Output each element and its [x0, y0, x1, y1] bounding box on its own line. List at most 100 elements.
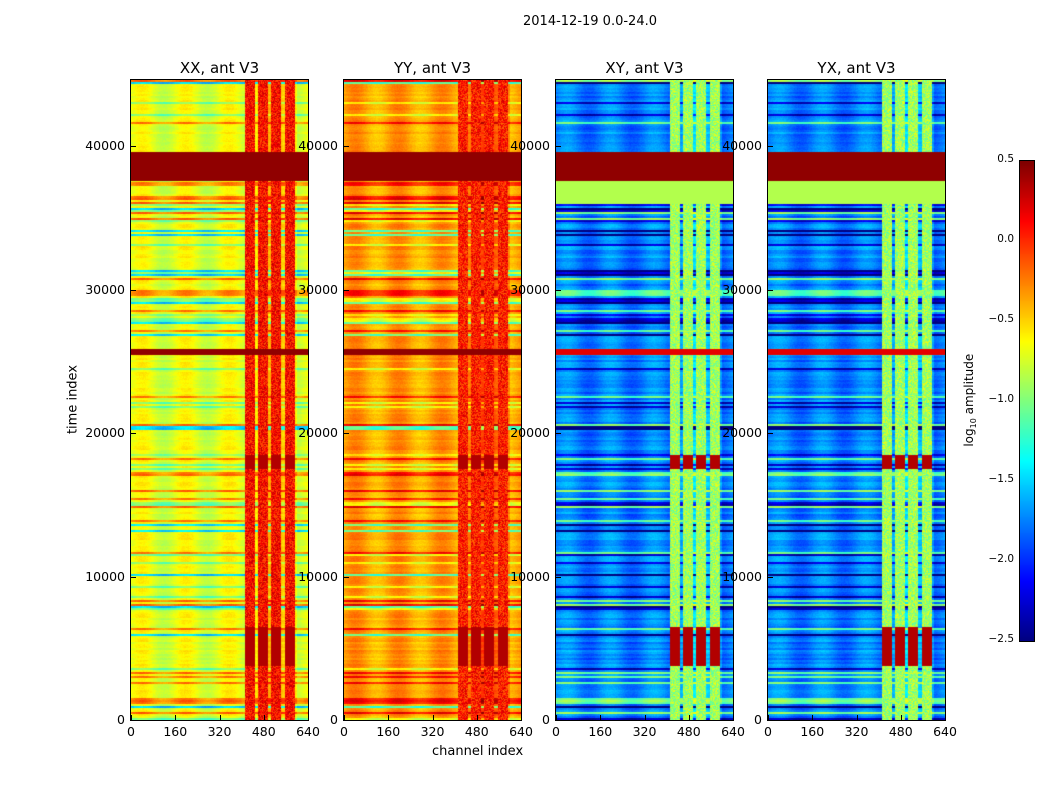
x-tick-label: 160	[163, 724, 188, 739]
y-tick-mark	[131, 576, 136, 578]
y-tick-mark	[344, 289, 349, 291]
y-tick-label: 40000	[298, 138, 338, 153]
x-axis-label: channel index	[432, 744, 524, 759]
y-tick-mark	[131, 146, 136, 147]
x-tick-mark	[900, 715, 902, 720]
x-tick-label: 640	[509, 724, 533, 739]
x-tick-mark	[432, 715, 434, 720]
y-tick-mark	[556, 289, 561, 291]
figure-title: 2014-12-19 0.0-24.0	[523, 14, 657, 29]
colorbar-tick-label: −2.0	[988, 553, 1015, 565]
heatmap-xx	[130, 79, 309, 721]
y-tick-mark	[344, 146, 349, 147]
x-tick-mark	[175, 715, 177, 720]
colorbar-tick-label: −2.5	[988, 633, 1015, 645]
x-tick-mark	[263, 715, 265, 720]
heatmap-xy	[555, 79, 734, 721]
y-tick-label: 0	[330, 712, 338, 727]
y-tick-mark	[768, 576, 773, 578]
x-tick-label: 640	[296, 724, 320, 739]
y-tick-label: 10000	[85, 568, 125, 584]
x-tick-mark	[131, 715, 132, 720]
y-tick-mark	[131, 720, 136, 721]
y-tick-label: 30000	[510, 281, 550, 297]
y-tick-label: 20000	[298, 425, 338, 440]
x-tick-mark	[476, 715, 478, 720]
y-tick-mark	[344, 720, 349, 721]
colorbar-tick-label: 0.5	[997, 153, 1014, 165]
y-tick-label: 20000	[510, 425, 550, 440]
x-tick-label: 0	[127, 724, 135, 739]
x-tick-mark	[945, 715, 946, 720]
y-tick-label: 30000	[298, 281, 338, 297]
x-tick-label: 0	[764, 724, 772, 739]
panel-title: YX, ant V3	[817, 59, 896, 77]
x-tick-label: 480	[888, 724, 913, 739]
x-tick-mark	[556, 715, 557, 720]
x-tick-label: 0	[340, 724, 348, 739]
x-tick-mark	[388, 715, 390, 720]
y-tick-label: 20000	[85, 425, 125, 440]
y-tick-mark	[768, 433, 773, 434]
panel-title: XX, ant V3	[179, 59, 260, 77]
y-tick-mark	[131, 289, 136, 291]
x-tick-label: 160	[588, 724, 613, 739]
y-tick-mark	[556, 576, 561, 578]
y-tick-label: 10000	[510, 568, 550, 584]
x-tick-mark	[768, 715, 769, 720]
y-tick-label: 30000	[722, 281, 762, 297]
x-tick-label: 640	[721, 724, 745, 739]
y-tick-mark	[556, 720, 561, 721]
x-tick-mark	[219, 715, 221, 720]
x-tick-label: 480	[676, 724, 701, 739]
x-tick-label: 320	[844, 724, 869, 739]
x-tick-label: 480	[251, 724, 276, 739]
y-tick-label: 40000	[85, 138, 125, 153]
heatmap-yy	[343, 79, 522, 721]
y-tick-label: 0	[754, 712, 762, 727]
x-tick-label: 320	[207, 724, 232, 739]
colorbar-label: log10 amplitude	[961, 353, 979, 447]
heatmap-yx	[767, 79, 946, 721]
x-tick-mark	[600, 715, 602, 720]
x-tick-mark	[812, 715, 814, 720]
panel-title: XY, ant V3	[605, 59, 684, 77]
x-tick-label: 0	[552, 724, 560, 739]
colorbar	[1019, 160, 1035, 642]
y-tick-label: 10000	[722, 568, 762, 584]
x-tick-label: 160	[800, 724, 825, 739]
x-tick-mark	[856, 715, 858, 720]
x-tick-mark	[644, 715, 646, 720]
y-tick-label: 30000	[85, 281, 125, 297]
panel-title: YY, ant V3	[393, 59, 471, 77]
x-tick-label: 480	[464, 724, 489, 739]
y-tick-mark	[556, 433, 561, 434]
y-tick-label: 10000	[298, 568, 338, 584]
y-tick-mark	[768, 289, 773, 291]
y-tick-label: 0	[117, 712, 125, 727]
colorbar-tick-label: 0.0	[997, 233, 1014, 245]
y-tick-mark	[131, 433, 136, 434]
colorbar-tick-label: −1.0	[988, 393, 1015, 405]
x-tick-label: 320	[420, 724, 445, 739]
x-tick-mark	[733, 715, 734, 720]
y-axis-label: time index	[65, 364, 81, 435]
colorbar-tick-label: −0.5	[988, 313, 1015, 325]
y-tick-label: 20000	[722, 425, 762, 440]
y-tick-mark	[768, 720, 773, 721]
x-tick-mark	[688, 715, 690, 720]
y-tick-mark	[344, 433, 349, 434]
x-tick-mark	[344, 715, 345, 720]
x-tick-mark	[308, 715, 309, 720]
colorbar-tick-label: −1.5	[988, 473, 1015, 485]
y-tick-mark	[344, 576, 349, 578]
x-tick-label: 640	[933, 724, 957, 739]
y-tick-label: 40000	[722, 138, 762, 153]
y-tick-label: 0	[542, 712, 550, 727]
x-tick-label: 320	[632, 724, 657, 739]
y-tick-mark	[556, 146, 561, 147]
y-tick-label: 40000	[510, 138, 550, 153]
x-tick-mark	[521, 715, 522, 720]
x-tick-label: 160	[376, 724, 401, 739]
